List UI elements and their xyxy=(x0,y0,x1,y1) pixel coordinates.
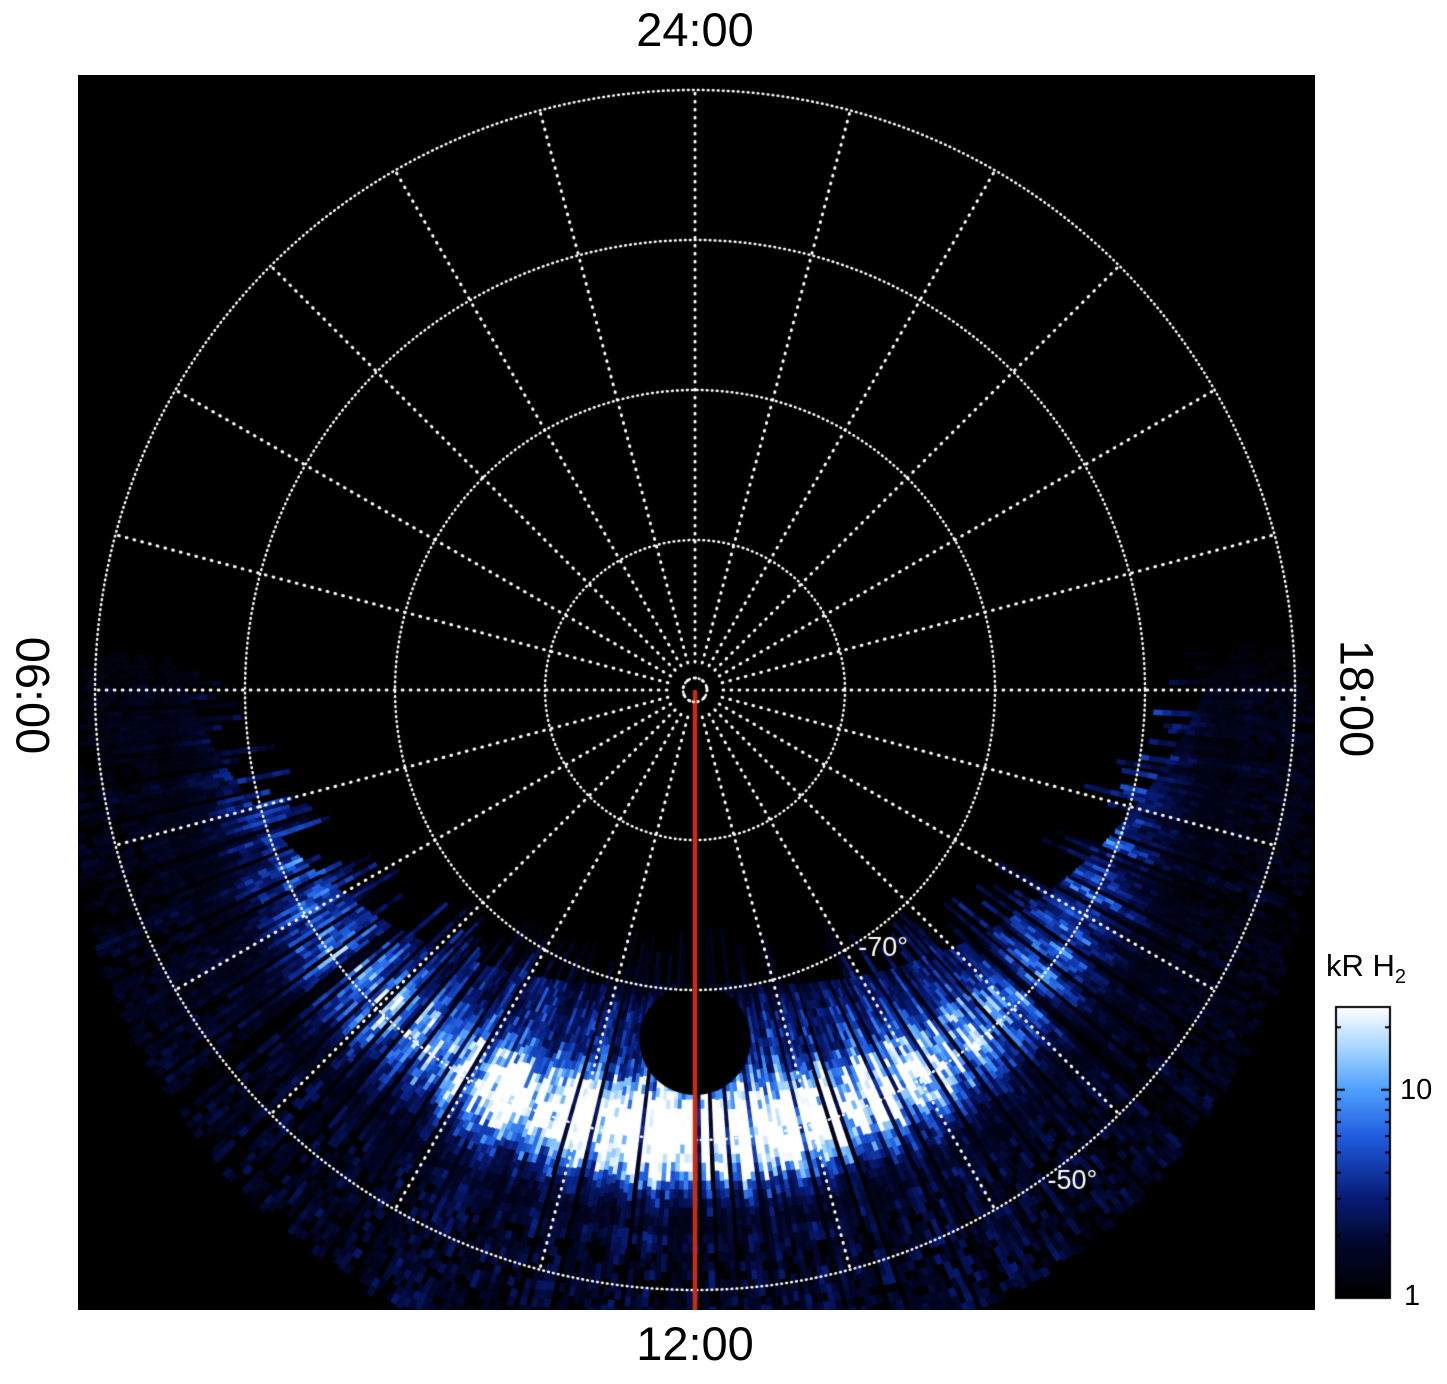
colorbar-title-main: kR H xyxy=(1325,948,1395,983)
local-time-label-1200: 12:00 xyxy=(636,1317,754,1370)
colorbar-tick-1: 1 xyxy=(1404,1280,1421,1312)
polar-plot-canvas xyxy=(78,75,1315,1310)
local-time-label-1800: 18:00 xyxy=(1330,639,1384,758)
colorbar-canvas xyxy=(1332,1002,1408,1314)
colorbar-title-sub: 2 xyxy=(1394,966,1406,989)
local-time-label-0600: 06:00 xyxy=(6,636,60,755)
colorbar-tick-10: 10 xyxy=(1400,1074,1433,1106)
colorbar-title: kR H2 xyxy=(1307,948,1425,989)
local-time-label-2400: 24:00 xyxy=(636,3,754,56)
